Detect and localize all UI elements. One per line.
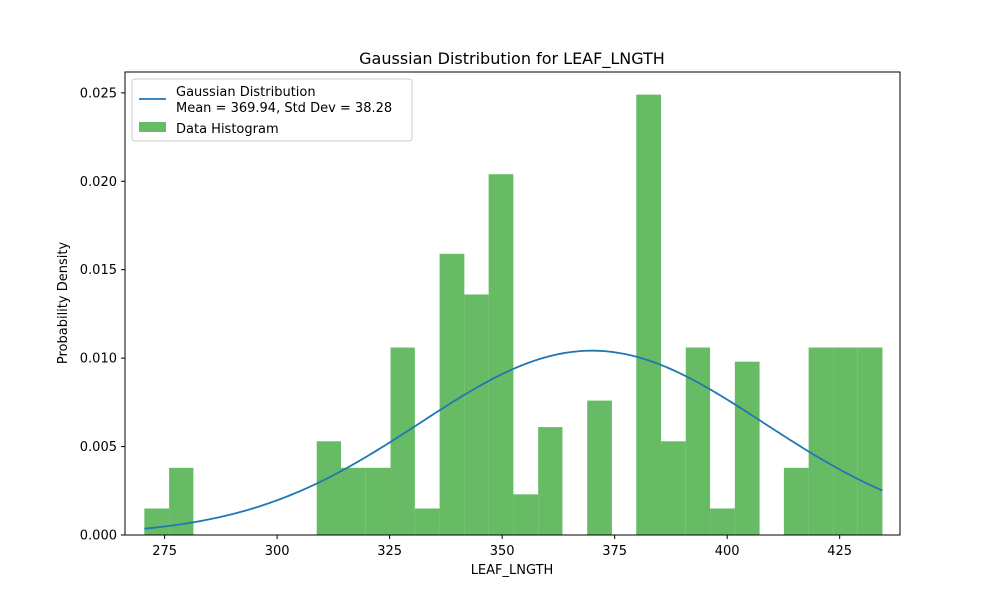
histogram-bar <box>587 400 612 535</box>
y-axis-ticks: 0.000 0.005 0.010 0.015 0.020 0.025 <box>80 86 125 544</box>
histogram-bar <box>808 347 834 535</box>
histogram-bar <box>710 508 735 535</box>
histogram-bar <box>734 361 760 535</box>
histogram-bar <box>341 467 366 535</box>
legend-histogram-swatch <box>139 122 166 132</box>
y-tick-label: 0.025 <box>80 86 117 101</box>
x-tick-label: 350 <box>490 544 515 559</box>
histogram-bars <box>144 94 883 536</box>
x-axis-label: LEAF_LNGTH <box>471 563 554 578</box>
x-tick-label: 275 <box>152 544 177 559</box>
y-tick-label: 0.000 <box>80 529 117 544</box>
x-tick-label: 425 <box>827 544 852 559</box>
legend-box <box>131 78 413 142</box>
legend-gaussian-label-line2: Mean = 369.94, Std Dev = 38.28 <box>176 101 392 116</box>
histogram-bar <box>636 94 662 535</box>
histogram-bar <box>316 441 342 535</box>
chart-title: Gaussian Distribution for LEAF_LNGTH <box>359 49 665 69</box>
gaussian-curve <box>144 349 883 530</box>
histogram-bar <box>857 347 883 535</box>
histogram-bar <box>513 494 539 535</box>
plot-frame <box>124 71 901 536</box>
legend-histogram-label: Data Histogram <box>176 122 279 137</box>
histogram-bar <box>414 508 440 535</box>
y-tick-label: 0.015 <box>80 263 117 278</box>
gaussian-curve-layer <box>144 349 883 530</box>
y-tick-label: 0.020 <box>80 175 117 190</box>
x-tick-label: 375 <box>602 544 627 559</box>
x-tick-label: 400 <box>715 544 740 559</box>
x-tick-label: 325 <box>377 544 402 559</box>
histogram-bar <box>685 347 711 535</box>
histogram-bar <box>488 174 514 535</box>
histogram-bar <box>538 427 563 535</box>
histogram-bar <box>390 347 415 535</box>
histogram-bar <box>661 441 686 535</box>
histogram-bar <box>439 253 465 536</box>
histogram-bar <box>833 347 858 535</box>
x-tick-label: 300 <box>265 544 290 559</box>
histogram-bar <box>783 467 809 535</box>
y-axis-label: Probability Density <box>56 242 71 365</box>
y-tick-label: 0.005 <box>80 440 117 455</box>
legend-gaussian-label-line1: Gaussian Distribution <box>176 85 316 100</box>
histogram-bar <box>365 467 391 535</box>
legend: Gaussian Distribution Mean = 369.94, Std… <box>131 78 413 142</box>
y-tick-label: 0.010 <box>80 352 117 367</box>
histogram-bar <box>464 294 489 535</box>
histogram-bar <box>144 508 170 535</box>
x-axis-ticks: 275 300 325 350 375 400 425 <box>152 535 852 559</box>
